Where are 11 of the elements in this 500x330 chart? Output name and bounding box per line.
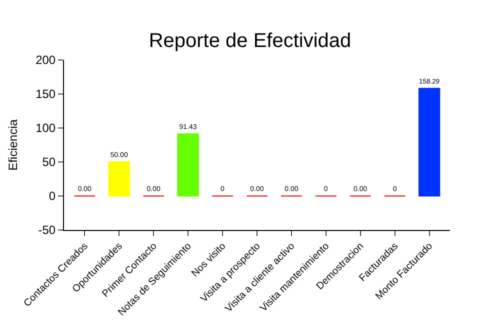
y-tick-label: 50 (42, 155, 56, 170)
y-tick-label: 0 (48, 189, 56, 204)
y-axis-title: Eficiencia (6, 118, 20, 171)
chart-title: Reporte de Efectividad (148, 30, 352, 52)
bar (418, 88, 440, 196)
bar (177, 133, 199, 196)
bar (108, 162, 130, 196)
y-tick-label: 150 (36, 87, 56, 102)
y-tick-label: 100 (36, 121, 56, 136)
y-tick-label: 200 (36, 53, 56, 68)
y-tick-label: -50 (38, 223, 56, 238)
